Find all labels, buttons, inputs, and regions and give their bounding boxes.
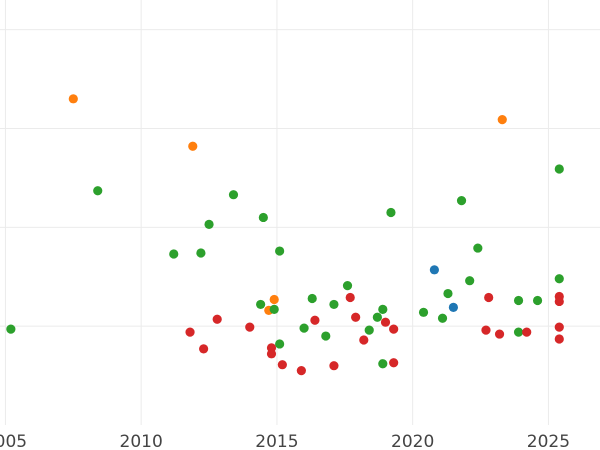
data-point <box>169 249 179 259</box>
data-point <box>6 324 16 334</box>
data-point <box>299 323 309 333</box>
data-point <box>321 331 331 341</box>
data-point <box>296 366 306 376</box>
data-point <box>275 246 285 256</box>
data-point <box>484 292 494 303</box>
data-point <box>275 339 285 349</box>
data-point <box>497 114 507 125</box>
x-tick-label: 2005 <box>0 432 27 450</box>
data-point <box>188 141 198 151</box>
data-point <box>378 304 388 314</box>
x-tick-labels: 2005 2010 2015 2020 2025 <box>0 432 570 450</box>
x-tick-label: 2010 <box>120 432 163 450</box>
x-tick-label: 2015 <box>255 432 298 450</box>
data-point <box>245 322 255 332</box>
data-point <box>185 327 195 337</box>
data-point <box>443 288 453 299</box>
data-point <box>342 281 353 291</box>
data-point <box>465 276 475 286</box>
data-point <box>345 292 355 303</box>
data-point <box>93 186 103 196</box>
data-point <box>473 243 483 253</box>
data-point <box>380 317 391 327</box>
data-point <box>437 313 448 323</box>
data-point <box>386 207 396 218</box>
data-point <box>258 212 268 223</box>
data-point <box>378 359 388 369</box>
data-point <box>351 312 361 322</box>
data-point <box>389 358 399 368</box>
data-point <box>68 94 78 104</box>
data-point <box>554 296 564 307</box>
data-point <box>269 294 279 305</box>
data-point <box>372 312 382 322</box>
data-point <box>269 304 279 314</box>
data-point <box>228 190 239 200</box>
data-point <box>554 322 564 332</box>
data-point <box>522 327 532 337</box>
data-point <box>513 295 524 306</box>
data-point <box>554 164 564 174</box>
data-point <box>359 335 369 345</box>
data-point <box>418 307 429 317</box>
data-point <box>554 334 564 344</box>
x-tick-label: 2025 <box>527 432 570 450</box>
data-point <box>494 329 505 339</box>
data-point <box>310 315 320 325</box>
data-point <box>329 361 339 371</box>
data-point <box>266 349 277 359</box>
x-tick-label: 2020 <box>391 432 434 450</box>
data-point <box>513 327 524 337</box>
data-point <box>307 293 317 304</box>
data-point <box>448 302 458 312</box>
data-point <box>329 299 339 310</box>
data-point <box>277 360 287 370</box>
data-point <box>481 325 491 335</box>
data-points <box>6 94 564 376</box>
data-point <box>212 314 222 324</box>
data-point <box>456 196 467 206</box>
data-point <box>256 299 266 310</box>
data-point <box>554 274 564 284</box>
data-point <box>364 325 374 335</box>
data-point <box>204 219 214 229</box>
data-point <box>196 248 206 258</box>
data-point <box>389 324 399 334</box>
data-point <box>199 344 209 354</box>
data-point <box>429 265 439 275</box>
data-point <box>532 295 543 306</box>
